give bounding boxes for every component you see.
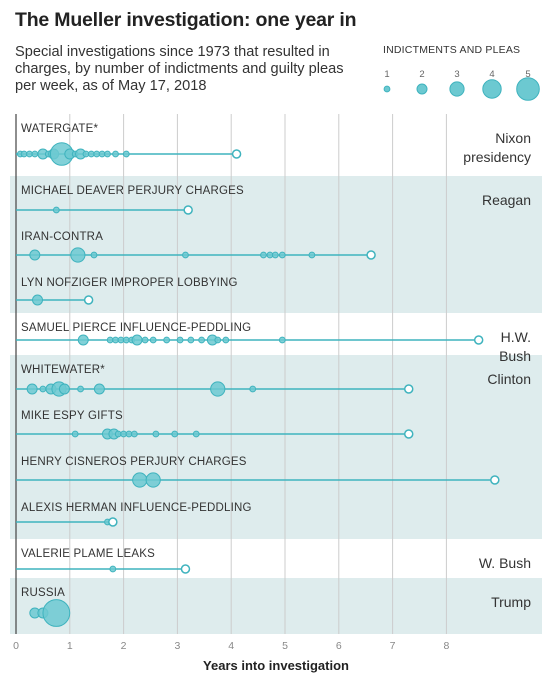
- x-tick-label: 5: [282, 640, 288, 652]
- data-point: [52, 206, 60, 214]
- presidency-label: Clinton: [487, 371, 531, 387]
- series-label: SAMUEL PIERCE INFLUENCE-PEDDLING: [21, 322, 251, 334]
- presidency-label: Reagan: [482, 192, 531, 208]
- x-tick-label: 0: [13, 640, 19, 652]
- size-legend-label: 3: [454, 69, 459, 80]
- series-end-marker: [473, 335, 484, 345]
- chart-subtitle: Special investigations since 1973 that r…: [15, 44, 344, 94]
- series-end-marker: [403, 384, 414, 394]
- data-point: [90, 251, 98, 259]
- data-point: [70, 247, 86, 263]
- data-point: [198, 336, 206, 344]
- data-point: [176, 336, 184, 344]
- data-point: [93, 383, 105, 395]
- size-legend-circle: [449, 81, 465, 97]
- data-point: [187, 336, 195, 344]
- data-point: [131, 334, 143, 346]
- series-end-marker: [490, 475, 500, 485]
- data-point: [278, 251, 286, 259]
- data-point: [39, 385, 47, 393]
- data-point: [104, 150, 111, 158]
- series-label: WATERGATE*: [21, 123, 99, 135]
- series-label: VALERIE PLAME LEAKS: [21, 548, 155, 560]
- data-point: [249, 385, 257, 393]
- presidency-band: [10, 176, 542, 313]
- data-point: [122, 150, 130, 158]
- size-legend-title: INDICTMENTS AND PLEAS: [383, 44, 521, 56]
- size-legend-label: 4: [489, 69, 494, 80]
- data-point: [130, 430, 138, 438]
- data-point: [308, 251, 316, 259]
- x-tick-label: 3: [174, 640, 180, 652]
- data-point: [260, 251, 267, 259]
- series-end-marker: [403, 429, 414, 439]
- data-point: [214, 336, 222, 344]
- data-point: [31, 150, 39, 158]
- series-end-marker: [366, 250, 376, 260]
- size-legend-circle: [482, 79, 502, 99]
- series-end-marker: [83, 295, 94, 305]
- series-end-marker: [231, 149, 242, 159]
- presidency-label: Trump: [491, 594, 531, 610]
- chart-title: The Mueller investigation: one year in: [15, 9, 357, 31]
- presidency-label: Bush: [499, 348, 531, 364]
- data-point: [152, 430, 160, 438]
- data-point: [71, 430, 79, 438]
- series-label: MIKE ESPY GIFTS: [21, 410, 123, 422]
- presidency-label: W. Bush: [479, 555, 531, 571]
- presidency-band: [10, 578, 542, 634]
- series-label: IRAN-CONTRA: [21, 231, 103, 243]
- x-tick-label: 7: [390, 640, 396, 652]
- data-point: [26, 383, 38, 395]
- x-tick-label: 4: [228, 640, 234, 652]
- x-tick-label: 2: [121, 640, 127, 652]
- data-point: [163, 336, 171, 344]
- data-point: [132, 472, 148, 488]
- data-point: [29, 249, 41, 261]
- data-point: [271, 251, 279, 259]
- series-label: ALEXIS HERMAN INFLUENCE-PEDDLING: [21, 502, 252, 514]
- data-point: [141, 336, 149, 344]
- series-label: RUSSIA: [21, 587, 65, 599]
- size-legend-circle: [383, 85, 391, 93]
- data-point: [278, 336, 286, 344]
- presidency-label: H.W.: [501, 329, 531, 345]
- size-legend-circle: [516, 77, 540, 101]
- data-point: [145, 472, 161, 488]
- size-legend-label: 1: [384, 69, 389, 80]
- x-tick-label: 1: [67, 640, 73, 652]
- size-legend-label: 2: [419, 69, 424, 80]
- data-point: [210, 381, 226, 397]
- data-point: [42, 599, 71, 627]
- data-point: [222, 336, 230, 344]
- size-legend-label: 5: [525, 69, 530, 80]
- x-axis-title: Years into investigation: [203, 658, 349, 673]
- data-point: [182, 251, 189, 259]
- data-point: [58, 383, 70, 395]
- size-legend-circle: [416, 83, 428, 95]
- x-tick-label: 6: [336, 640, 342, 652]
- series-label: MICHAEL DEAVER PERJURY CHARGES: [21, 185, 244, 197]
- series-label: HENRY CISNEROS PERJURY CHARGES: [21, 456, 247, 468]
- series-end-marker: [180, 564, 191, 574]
- data-point: [77, 385, 84, 393]
- data-point: [112, 150, 119, 158]
- series-label: WHITEWATER*: [21, 364, 105, 376]
- data-point: [77, 334, 89, 346]
- presidency-label: Nixon: [495, 130, 531, 146]
- presidency-label: presidency: [463, 149, 531, 165]
- data-point: [149, 336, 157, 344]
- data-point: [171, 430, 179, 438]
- data-point: [109, 565, 117, 573]
- series-end-marker: [183, 205, 193, 215]
- data-point: [192, 430, 200, 438]
- data-point: [32, 294, 44, 306]
- series-label: LYN NOFZIGER IMPROPER LOBBYING: [21, 277, 238, 289]
- series-end-marker: [108, 517, 118, 527]
- x-tick-label: 8: [443, 640, 449, 652]
